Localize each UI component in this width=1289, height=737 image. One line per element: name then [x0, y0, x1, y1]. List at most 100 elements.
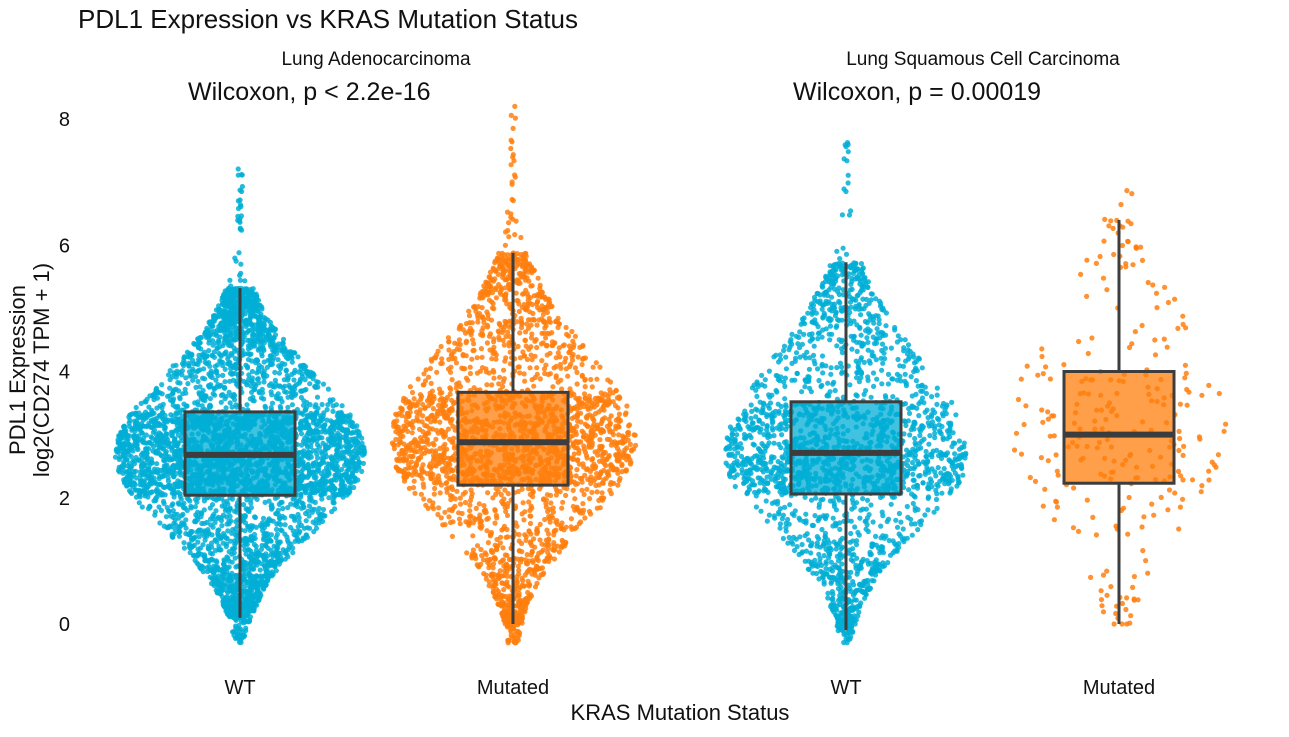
y-tick-label: 2 — [59, 488, 70, 510]
data-point — [206, 384, 212, 390]
data-point — [235, 166, 241, 172]
data-point — [218, 586, 225, 592]
data-point — [211, 496, 217, 502]
data-point — [151, 410, 157, 416]
data-point — [252, 558, 258, 564]
data-point — [125, 436, 131, 443]
data-point — [303, 386, 309, 393]
data-point — [300, 501, 306, 507]
data-point — [257, 567, 263, 573]
data-point — [303, 518, 309, 524]
data-point — [208, 522, 214, 528]
data-point — [192, 400, 198, 406]
data-point — [458, 501, 464, 507]
data-point — [135, 446, 141, 453]
data-point — [181, 540, 187, 546]
data-point — [229, 551, 235, 557]
data-point — [470, 533, 476, 539]
data-point — [249, 368, 255, 375]
data-point — [167, 397, 174, 403]
data-point — [269, 361, 275, 367]
data-point — [296, 484, 302, 490]
data-point — [192, 504, 198, 510]
data-point — [168, 513, 174, 519]
data-point — [267, 357, 273, 363]
data-point — [263, 405, 269, 411]
data-point — [207, 567, 213, 573]
data-point — [237, 197, 243, 203]
data-point — [140, 413, 146, 419]
data-point — [239, 172, 245, 178]
data-point — [225, 528, 231, 534]
data-point — [182, 386, 188, 392]
data-point — [188, 503, 194, 509]
data-point — [187, 498, 193, 504]
data-point — [133, 439, 139, 446]
data-point — [276, 501, 282, 507]
data-point — [193, 512, 199, 518]
data-point — [150, 443, 157, 450]
data-point — [261, 340, 267, 346]
data-point — [285, 505, 291, 511]
data-point — [311, 529, 317, 535]
data-point — [345, 446, 351, 452]
data-point — [167, 482, 173, 488]
data-point — [268, 532, 274, 538]
data-point — [151, 427, 158, 433]
y-tick-label: 6 — [59, 235, 70, 257]
data-point — [320, 473, 326, 479]
data-point — [324, 407, 330, 413]
data-point — [310, 519, 316, 525]
data-point — [201, 498, 207, 504]
data-point — [176, 452, 182, 458]
data-point — [181, 355, 187, 361]
data-point — [350, 468, 356, 475]
data-point — [328, 439, 334, 445]
data-point — [317, 423, 323, 429]
data-point — [277, 383, 283, 389]
data-point — [303, 404, 310, 410]
data-point — [265, 578, 271, 584]
data-point — [262, 583, 268, 589]
data-point — [320, 489, 327, 495]
data-point — [207, 574, 213, 580]
data-point — [304, 420, 310, 426]
data-point — [216, 578, 222, 584]
data-point — [229, 404, 235, 410]
data-point — [224, 514, 230, 520]
data-point — [527, 520, 534, 527]
data-point — [329, 509, 335, 515]
data-point — [289, 371, 295, 377]
data-point — [183, 375, 189, 381]
data-point — [211, 349, 217, 355]
data-point — [194, 553, 200, 559]
data-point — [259, 390, 266, 396]
data-point — [250, 523, 256, 529]
data-point — [290, 496, 296, 502]
data-point — [306, 455, 312, 461]
data-point — [298, 494, 304, 500]
data-point — [251, 386, 257, 392]
data-point — [195, 336, 202, 342]
data-point — [243, 565, 249, 571]
data-point — [298, 420, 304, 426]
data-point — [276, 370, 282, 376]
data-point — [226, 518, 232, 525]
data-point — [243, 628, 249, 634]
data-point — [215, 514, 222, 520]
facet-label-2: Lung Squamous Cell Carcinoma — [846, 49, 1120, 70]
data-point — [236, 627, 242, 633]
data-point — [535, 275, 541, 281]
data-point — [467, 370, 473, 377]
data-point — [123, 428, 129, 434]
data-point — [234, 333, 240, 339]
data-point — [156, 450, 162, 456]
data-point — [154, 405, 160, 411]
data-point — [219, 297, 225, 304]
data-point — [432, 485, 438, 492]
data-point — [233, 365, 240, 371]
data-point — [318, 461, 324, 467]
data-point — [136, 492, 142, 498]
y-tick-label: 0 — [59, 614, 70, 636]
data-point — [251, 332, 257, 338]
